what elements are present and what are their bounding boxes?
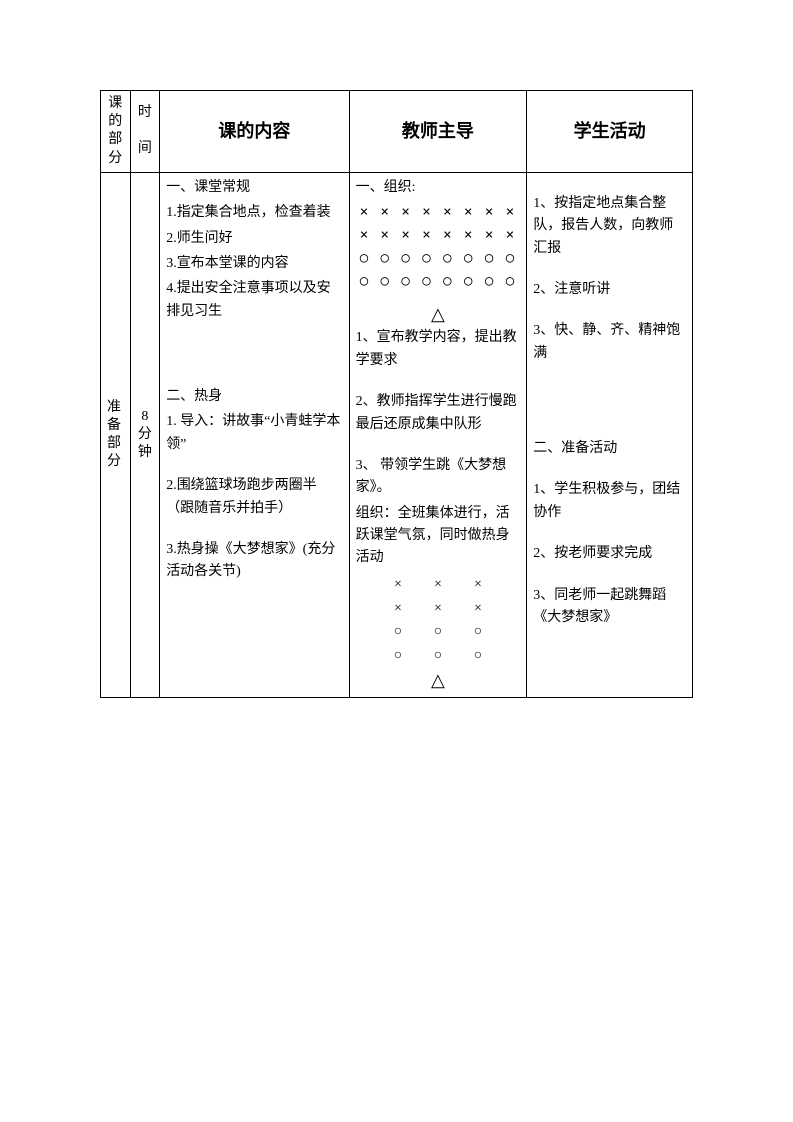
student-s4-title: 二、准备活动 <box>533 438 686 460</box>
student-s1: 1、按指定地点集合整队，报告人数，向教师汇报 <box>533 193 686 260</box>
student-s6: 3、同老师一起跳舞蹈《大梦想家》 <box>533 585 686 630</box>
content-s2-i3: 3.热身操《大梦想家》(充分活动各关节) <box>166 539 342 584</box>
time-label: 8分钟 <box>137 408 154 463</box>
teacher-cell: 一、组织: × × × × × × × × × × × × × × × × ○ … <box>349 172 527 697</box>
content-s2-i2: 2.围绕篮球场跑步两圈半（跟随音乐并拍手） <box>166 475 342 520</box>
content-cell: 一、课堂常规 1.指定集合地点，检查着装 2.师生问好 3.宣布本堂课的内容 4… <box>160 172 349 697</box>
content-s1-title: 一、课堂常规 <box>166 177 342 199</box>
lesson-plan-table: 课的部分 时 间 课的内容 教师主导 学生活动 准备部分 8分钟 一、课堂常规 … <box>100 90 693 698</box>
header-row: 课的部分 时 间 课的内容 教师主导 学生活动 <box>101 91 693 173</box>
teacher-t4: 3、 带领学生跳《大梦想家》。 <box>356 455 521 500</box>
formation1-row1: × × × × × × × × <box>356 202 521 223</box>
formation1-row2: × × × × × × × × <box>356 225 521 246</box>
header-teacher: 教师主导 <box>349 91 527 173</box>
header-student: 学生活动 <box>527 91 693 173</box>
content-s1-i4: 4.提出安全注意事项以及安排见习生 <box>166 278 342 323</box>
formation2-teacher-triangle: △ <box>356 668 521 693</box>
student-cell: 1、按指定地点集合整队，报告人数，向教师汇报 2、注意听讲 3、快、静、齐、精神… <box>527 172 693 697</box>
formation1-row3: ○ ○ ○ ○ ○ ○ ○ ○ <box>356 248 521 269</box>
teacher-t1: 一、组织: <box>356 177 521 199</box>
formation1-teacher-triangle: △ <box>356 302 521 327</box>
formation1-row4: ○ ○ ○ ○ ○ ○ ○ ○ <box>356 271 521 292</box>
teacher-t5: 组织：全班集体进行，活跃课堂气氛，同时做热身活动 <box>356 503 521 570</box>
part-label-cell: 准备部分 <box>101 172 131 697</box>
header-content: 课的内容 <box>160 91 349 173</box>
student-s5: 2、按老师要求完成 <box>533 543 686 565</box>
content-s1-i1: 1.指定集合地点，检查着装 <box>166 202 342 224</box>
part-label: 准备部分 <box>107 399 124 472</box>
formation2: ××× ××× ○○○ ○○○ <box>356 573 521 668</box>
body-row: 准备部分 8分钟 一、课堂常规 1.指定集合地点，检查着装 2.师生问好 3.宣… <box>101 172 693 697</box>
header-part: 课的部分 <box>101 91 131 173</box>
student-s2: 2、注意听讲 <box>533 279 686 301</box>
content-s1-i2: 2.师生问好 <box>166 228 342 250</box>
content-s1-i3: 3.宣布本堂课的内容 <box>166 253 342 275</box>
content-s2-i1: 1. 导入：讲故事“小青蛙学本领” <box>166 411 342 456</box>
time-label-cell: 8分钟 <box>130 172 160 697</box>
student-s3: 3、快、静、齐、精神饱满 <box>533 320 686 365</box>
content-s2-title: 二、热身 <box>166 386 342 408</box>
teacher-t3: 2、教师指挥学生进行慢跑最后还原成集中队形 <box>356 391 521 436</box>
student-s4: 1、学生积极参与，团结协作 <box>533 479 686 524</box>
header-time: 时 间 <box>130 91 160 173</box>
teacher-t2: 1、宣布教学内容，提出教学要求 <box>356 327 521 372</box>
